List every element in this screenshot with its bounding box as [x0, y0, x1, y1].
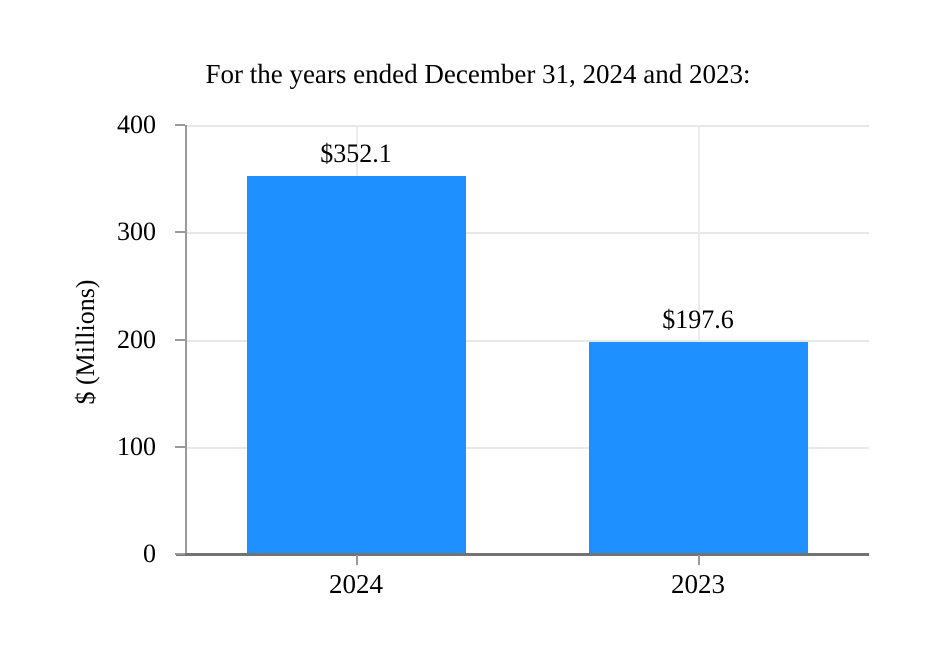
x-tick-mark	[356, 555, 358, 565]
bar-2023	[588, 342, 808, 554]
y-tick-mark	[175, 124, 185, 126]
horizontal-gridline	[185, 232, 869, 235]
y-tick-label: 0	[143, 539, 156, 568]
y-tick-mark	[175, 445, 185, 448]
chart-title: For the years ended December 31, 2024 an…	[205, 59, 751, 89]
y-tick-label: 200	[117, 324, 156, 354]
y-axis-spine	[185, 125, 187, 555]
x-tick-mark	[698, 555, 700, 565]
horizontal-gridline	[185, 339, 869, 342]
plot-area: $352.1 $197.6	[185, 125, 869, 554]
y-tick-label: 300	[117, 217, 156, 247]
horizontal-gridline	[185, 125, 869, 127]
bar-value-label: $197.6	[662, 305, 734, 335]
y-tick-label: 400	[117, 110, 156, 139]
x-axis-baseline	[176, 553, 869, 556]
x-tick-label: 2024	[329, 569, 383, 599]
vertical-gridline	[698, 125, 700, 554]
y-tick-mark	[175, 338, 185, 341]
x-tick-label: 2023	[671, 569, 725, 599]
bar-value-label: $352.1	[320, 139, 392, 169]
bar-2024	[246, 176, 466, 554]
y-tick-label: 100	[117, 431, 156, 461]
y-tick-mark	[175, 553, 185, 555]
y-tick-mark	[175, 231, 185, 234]
horizontal-gridline	[185, 446, 869, 449]
